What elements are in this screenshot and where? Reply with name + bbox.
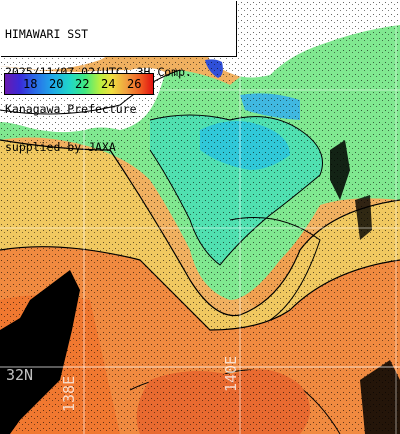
colorbar-tick: 22: [75, 77, 90, 91]
title-line-1: HIMAWARI SST: [5, 27, 89, 41]
title-line-3: Kanagawa Prefecture: [5, 102, 137, 116]
lon-label-140e: 140E: [222, 355, 240, 392]
color-bar: 18 20 22 24 26: [4, 73, 154, 95]
lon-label-138e: 138E: [60, 375, 78, 412]
colorbar-tick: 24: [101, 77, 116, 91]
colorbar-tick: 18: [23, 77, 38, 91]
title-line-4: supplied by JAXA: [5, 139, 116, 154]
colorbar-tick: 20: [49, 77, 64, 91]
colorbar-tick: 26: [127, 77, 142, 91]
title-box: HIMAWARI SST 2025/11/07 02(UTC) 3H Comp.…: [1, 1, 237, 153]
lat-label-32n: 32N: [6, 366, 34, 384]
